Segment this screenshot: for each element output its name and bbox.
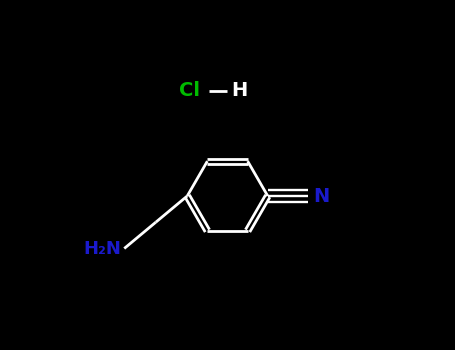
Text: H: H bbox=[231, 82, 247, 100]
Text: H₂N: H₂N bbox=[84, 239, 121, 258]
Text: Cl: Cl bbox=[178, 82, 199, 100]
Text: N: N bbox=[313, 187, 329, 205]
